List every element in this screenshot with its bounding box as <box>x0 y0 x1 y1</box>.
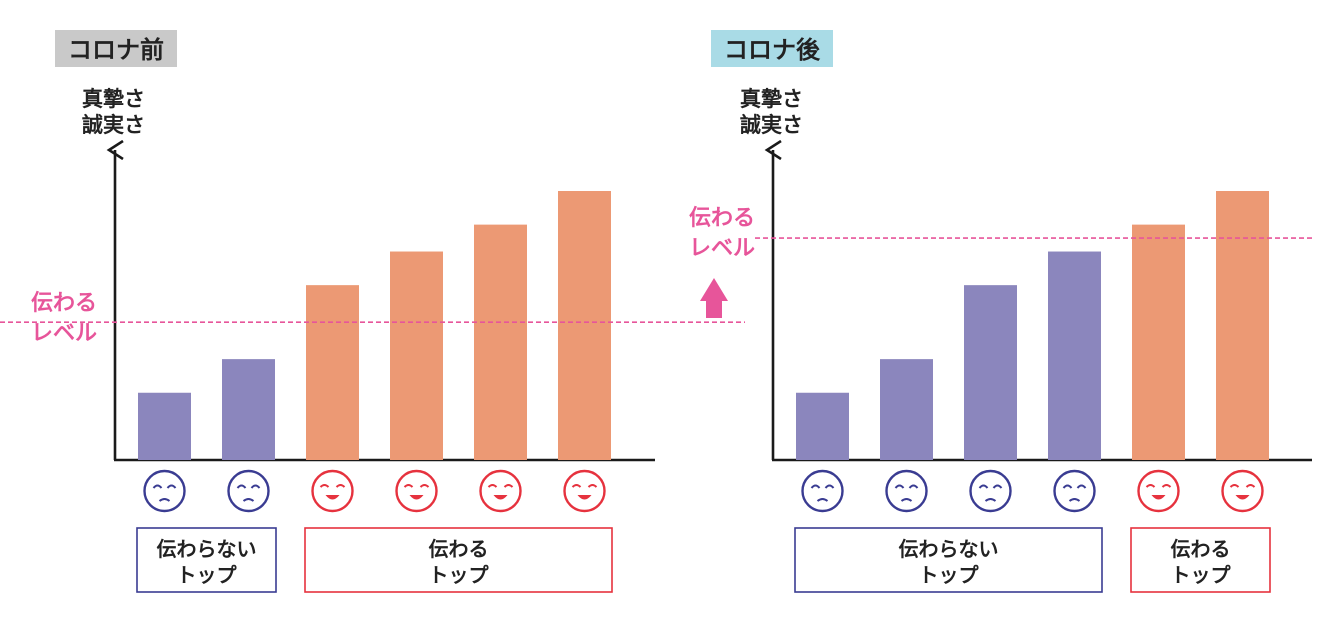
group-label: 伝わらない <box>157 537 257 561</box>
sad-face-icon <box>143 469 186 513</box>
bar <box>880 359 933 460</box>
threshold-label: 伝わる <box>689 206 755 231</box>
bar <box>1132 224 1185 460</box>
happy-face-icon <box>1221 469 1264 513</box>
chart-title: コロナ後 <box>724 36 821 64</box>
bar <box>796 392 849 460</box>
group-label: トップ <box>919 563 980 587</box>
group-box-reaching <box>1130 527 1271 593</box>
bar <box>1048 251 1101 460</box>
chart-title: コロナ前 <box>68 36 164 64</box>
y-axis-label: 誠実さ <box>82 113 145 137</box>
y-axis-label: 誠実さ <box>740 113 803 137</box>
sad-face-icon <box>885 469 928 513</box>
bar <box>390 251 443 460</box>
happy-face-icon <box>563 469 606 513</box>
happy-face-icon <box>395 469 438 513</box>
group-box-reaching <box>304 527 613 593</box>
happy-face-icon <box>311 469 354 513</box>
bar <box>964 285 1017 460</box>
chart-title-badge <box>55 30 177 67</box>
bar <box>222 359 275 460</box>
up-arrow-icon <box>700 278 728 318</box>
bar <box>558 191 611 460</box>
group-label: トップ <box>177 563 238 587</box>
happy-face-icon <box>1137 469 1180 513</box>
y-axis-label: 真摯さ <box>740 87 803 111</box>
group-label: 伝わらない <box>899 537 999 561</box>
group-label: 伝わる <box>1171 537 1231 561</box>
bar <box>474 224 527 460</box>
group-box-not-reaching <box>136 527 277 593</box>
group-label: トップ <box>429 563 490 587</box>
group-box-not-reaching <box>794 527 1103 593</box>
threshold-label: レベル <box>31 321 97 346</box>
threshold-label: レベル <box>689 236 755 261</box>
chart-title-badge <box>711 30 833 67</box>
threshold-label: 伝わる <box>31 291 97 316</box>
happy-face-icon <box>479 469 522 513</box>
y-axis-label: 真摯さ <box>82 87 145 111</box>
bar <box>1216 191 1269 460</box>
bar <box>138 392 191 460</box>
sad-face-icon <box>801 469 844 513</box>
bar <box>306 285 359 460</box>
group-label: トップ <box>1171 563 1232 587</box>
sad-face-icon <box>227 469 270 513</box>
sad-face-icon <box>1053 469 1096 513</box>
group-label: 伝わる <box>429 537 489 561</box>
sad-face-icon <box>969 469 1012 513</box>
